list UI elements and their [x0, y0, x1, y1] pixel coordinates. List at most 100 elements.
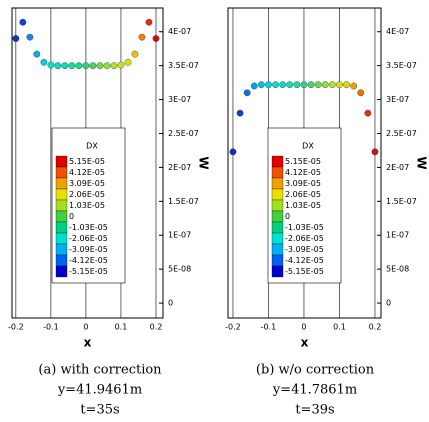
- caption: t=39s: [295, 403, 334, 418]
- data-point: [68, 62, 76, 70]
- data-point: [89, 62, 97, 70]
- legend-swatch: [271, 243, 284, 256]
- y-tick-label: 1.5E-07: [386, 197, 417, 206]
- data-point: [54, 62, 62, 70]
- data-point: [47, 61, 55, 69]
- data-point: [40, 58, 48, 66]
- legend-label: 0: [285, 212, 290, 221]
- y-tick-label: 5E-08: [168, 265, 191, 274]
- legend-swatch: [271, 232, 284, 245]
- legend-label: -3.09E-05: [69, 245, 108, 254]
- x-tick-label: -0.1: [261, 323, 277, 332]
- legend-swatch: [271, 199, 284, 212]
- data-point: [307, 81, 315, 89]
- legend-label: 0: [69, 212, 74, 221]
- legend-swatch: [55, 166, 68, 179]
- data-point: [371, 148, 379, 156]
- data-point: [364, 109, 372, 117]
- legend-label: -2.06E-05: [285, 234, 324, 243]
- legend-swatch: [271, 254, 284, 267]
- data-point: [279, 81, 287, 89]
- y-tick-label: 0: [386, 299, 391, 308]
- caption: (b) w/o correction: [256, 363, 375, 378]
- y-axis-label: W: [197, 156, 211, 169]
- data-point: [257, 81, 265, 89]
- data-point: [75, 62, 83, 70]
- data-point: [243, 89, 251, 97]
- x-tick-label: 0: [83, 323, 88, 332]
- x-tick-label: -0.2: [225, 323, 241, 332]
- legend-title: DX: [86, 142, 98, 151]
- data-point: [300, 81, 308, 89]
- x-tick-label: 0: [301, 323, 306, 332]
- legend-label: 1.03E-05: [69, 201, 105, 210]
- caption: t=35s: [80, 403, 119, 418]
- data-point: [272, 81, 279, 89]
- y-tick-label: 3E-07: [386, 95, 409, 104]
- x-tick-label: 0.2: [150, 323, 163, 332]
- legend-label: 5.15E-05: [285, 157, 321, 166]
- data-point: [250, 82, 258, 90]
- data-point: [61, 62, 69, 70]
- data-point: [236, 109, 244, 117]
- legend-label: 2.06E-05: [69, 190, 105, 199]
- y-tick-label: 1.5E-07: [168, 197, 199, 206]
- caption: (a) with correction: [38, 363, 162, 378]
- y-tick-label: 2.5E-07: [386, 129, 417, 138]
- x-tick-label: 0.2: [369, 323, 382, 332]
- data-point: [336, 81, 343, 89]
- x-axis-label: x: [84, 336, 92, 350]
- legend-swatch: [55, 210, 68, 223]
- legend-label: -2.06E-05: [69, 234, 108, 243]
- data-point: [265, 81, 272, 89]
- legend-label: -5.15E-05: [69, 267, 108, 276]
- data-point: [314, 81, 322, 89]
- x-axis-label: x: [301, 336, 309, 350]
- legend-swatch: [55, 243, 68, 256]
- y-tick-label: 3.5E-07: [168, 61, 199, 70]
- data-point: [138, 33, 146, 41]
- y-tick-label: 3.5E-07: [386, 61, 417, 70]
- data-point: [350, 82, 358, 90]
- data-point: [19, 18, 27, 26]
- y-tick-label: 4E-07: [386, 27, 409, 36]
- legend-swatch: [271, 155, 284, 168]
- y-axis-label: W: [415, 156, 429, 169]
- legend-swatch: [55, 188, 68, 201]
- data-point: [110, 62, 118, 70]
- x-tick-label: 0.1: [115, 323, 128, 332]
- data-point: [357, 89, 365, 97]
- y-tick-label: 4E-07: [168, 27, 191, 36]
- legend-swatch: [55, 232, 68, 245]
- legend-swatch: [271, 177, 284, 190]
- data-point: [12, 35, 20, 42]
- legend-label: 4.12E-05: [69, 168, 105, 177]
- data-point: [286, 81, 294, 89]
- legend-label: 1.03E-05: [285, 201, 321, 210]
- legend-label: -1.03E-05: [69, 223, 108, 232]
- x-tick-label: -0.2: [8, 323, 24, 332]
- legend-label: -4.12E-05: [285, 256, 324, 265]
- data-point: [124, 58, 132, 66]
- data-point: [152, 35, 160, 42]
- y-tick-label: 1E-07: [168, 231, 191, 240]
- data-point: [321, 81, 329, 89]
- legend-swatch: [55, 254, 68, 267]
- y-tick-label: 3E-07: [168, 95, 191, 104]
- legend-label: -1.03E-05: [285, 223, 324, 232]
- legend-label: 2.06E-05: [285, 190, 321, 199]
- caption: y=41.9461m: [57, 383, 142, 398]
- data-point: [229, 148, 237, 156]
- data-point: [145, 18, 153, 26]
- data-point: [26, 33, 34, 41]
- legend-label: -4.12E-05: [69, 256, 108, 265]
- legend-label: 4.12E-05: [285, 168, 321, 177]
- data-point: [328, 81, 336, 89]
- caption: y=41.7861m: [272, 383, 357, 398]
- legend-swatch: [271, 166, 284, 179]
- legend-swatch: [271, 188, 284, 201]
- legend-swatch: [271, 210, 284, 223]
- legend-label: 5.15E-05: [69, 157, 105, 166]
- legend-label: -5.15E-05: [285, 267, 324, 276]
